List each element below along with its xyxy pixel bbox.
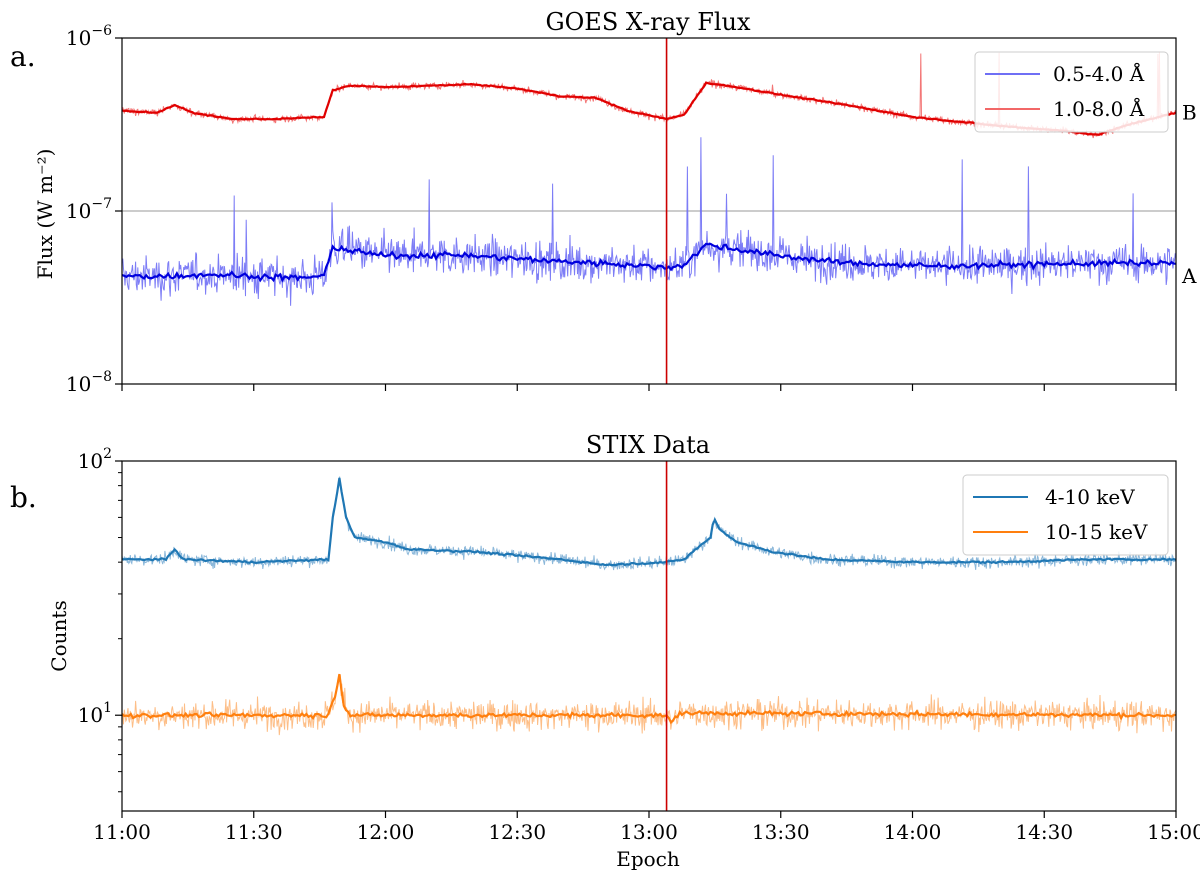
goes-legend-label-long: 1.0-8.0 Å [1053, 96, 1145, 121]
goes-series-0-smoothed-line [121, 242, 1177, 283]
stix-x-tick-label: 14:00 [884, 820, 942, 844]
stix-x-tick-label: 15:00 [1147, 820, 1200, 844]
goes-legend-frame [974, 51, 1169, 133]
goes-title: GOES X-ray Flux [545, 8, 751, 36]
stix-x-tick-label: 12:00 [357, 820, 415, 844]
goes-series-0-raw-line [121, 137, 1177, 306]
goes-level-marker-b: B [1182, 101, 1197, 125]
stix-panel: b. STIX Data Counts 101 102 11:00 11:30 12:… [10, 431, 1200, 871]
stix-legend-label-low: 4-10 keV [1045, 485, 1135, 509]
goes-y-tick-label: 10−6 [66, 23, 112, 50]
goes-level-markers: BA [1181, 101, 1197, 288]
goes-level-marker-a: A [1181, 264, 1197, 288]
stix-title: STIX Data [586, 431, 710, 459]
goes-y-tick-label: 10−8 [66, 369, 112, 396]
goes-legend-label-short: 0.5-4.0 Å [1053, 61, 1145, 86]
stix-y-tick-label: 101 [78, 700, 112, 727]
goes-panel: a. GOES X-ray Flux Flux (W m⁻²) 10−8 10−7… [10, 8, 1197, 396]
stix-x-tick-label: 11:00 [93, 820, 151, 844]
stix-series-0-smoothed-line [121, 477, 1177, 567]
stix-series-1-raw-line [121, 674, 1177, 736]
stix-series-group [121, 476, 1177, 736]
stix-x-tick-label: 12:30 [488, 820, 546, 844]
stix-legend: 4-10 keV 10-15 keV [962, 474, 1169, 556]
goes-y-tick-label: 10−7 [66, 196, 112, 223]
stix-x-tick-label: 11:30 [225, 820, 283, 844]
stix-y-tick-label: 102 [78, 446, 112, 473]
stix-legend-frame [962, 474, 1169, 556]
stix-x-tick-label: 13:00 [620, 820, 678, 844]
panel-b-letter: b. [10, 481, 37, 514]
stix-x-tick-label: 13:30 [752, 820, 810, 844]
goes-ylabel: Flux (W m⁻²) [33, 149, 57, 280]
goes-y-ticks: 10−8 10−7 10−6 [66, 23, 122, 396]
panel-a-letter: a. [10, 40, 36, 73]
stix-y-ticks: 101 102 [78, 446, 122, 793]
stix-ylabel: Counts [47, 600, 71, 671]
stix-legend-label-high: 10-15 keV [1045, 520, 1148, 544]
goes-legend: 0.5-4.0 Å 1.0-8.0 Å [974, 51, 1169, 133]
stix-xlabel: Epoch [616, 847, 680, 871]
goes-x-ticks [121, 384, 1177, 391]
stix-x-ticks: 11:00 11:30 12:00 12:30 13:00 13:30 14:00 14:30… [93, 811, 1200, 844]
stix-series-1-smoothed-line [121, 673, 1177, 725]
stix-x-tick-label: 14:30 [1015, 820, 1073, 844]
